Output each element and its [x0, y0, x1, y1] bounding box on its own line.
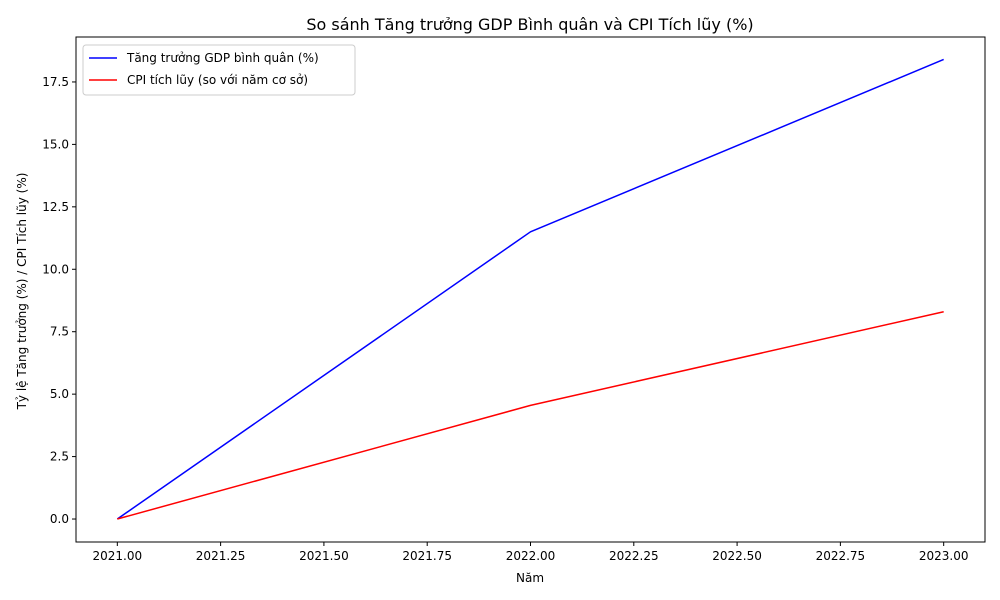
- x-axis-label: Năm: [516, 571, 544, 585]
- legend: [82, 44, 356, 96]
- y-axis-label: Tỷ lệ Tăng trưởng (%) / CPI Tích lũy (%): [15, 173, 29, 411]
- x-tick-label: 2021.00: [93, 549, 143, 563]
- legend-label-1: CPI tích lũy (so với năm cơ sở): [127, 73, 308, 87]
- x-tick-label: 2021.75: [402, 549, 452, 563]
- y-tick-label: 5.0: [50, 387, 69, 401]
- x-tick-label: 2022.50: [712, 549, 762, 563]
- y-tick-label: 12.5: [42, 200, 69, 214]
- x-tick-label: 2022.00: [506, 549, 556, 563]
- y-tick-label: 2.5: [50, 450, 69, 464]
- plot-area: 2021.00 2021.25 2021.50 2021.75 2022.00 2022.…: [42, 36, 986, 563]
- y-tick-label: 10.0: [42, 262, 69, 276]
- chart-title: So sánh Tăng trưởng GDP Bình quân và CPI…: [306, 15, 753, 34]
- series-line-0: [116, 58, 944, 520]
- series-line-1: [117, 310, 944, 520]
- legend-label-0: Tăng trưởng GDP bình quân (%): [126, 51, 319, 65]
- x-tick-label: 2021.50: [299, 549, 349, 563]
- x-tick-label: 2023.00: [919, 549, 969, 563]
- y-tick-label: 17.5: [42, 75, 69, 89]
- y-tick-label: 0.0: [50, 512, 69, 526]
- x-tick-label: 2022.75: [816, 549, 866, 563]
- y-tick-label: 7.5: [50, 325, 69, 339]
- y-tick-label: 15.0: [42, 137, 69, 151]
- x-tick-label: 2021.25: [196, 549, 246, 563]
- x-tick-label: 2022.25: [609, 549, 659, 563]
